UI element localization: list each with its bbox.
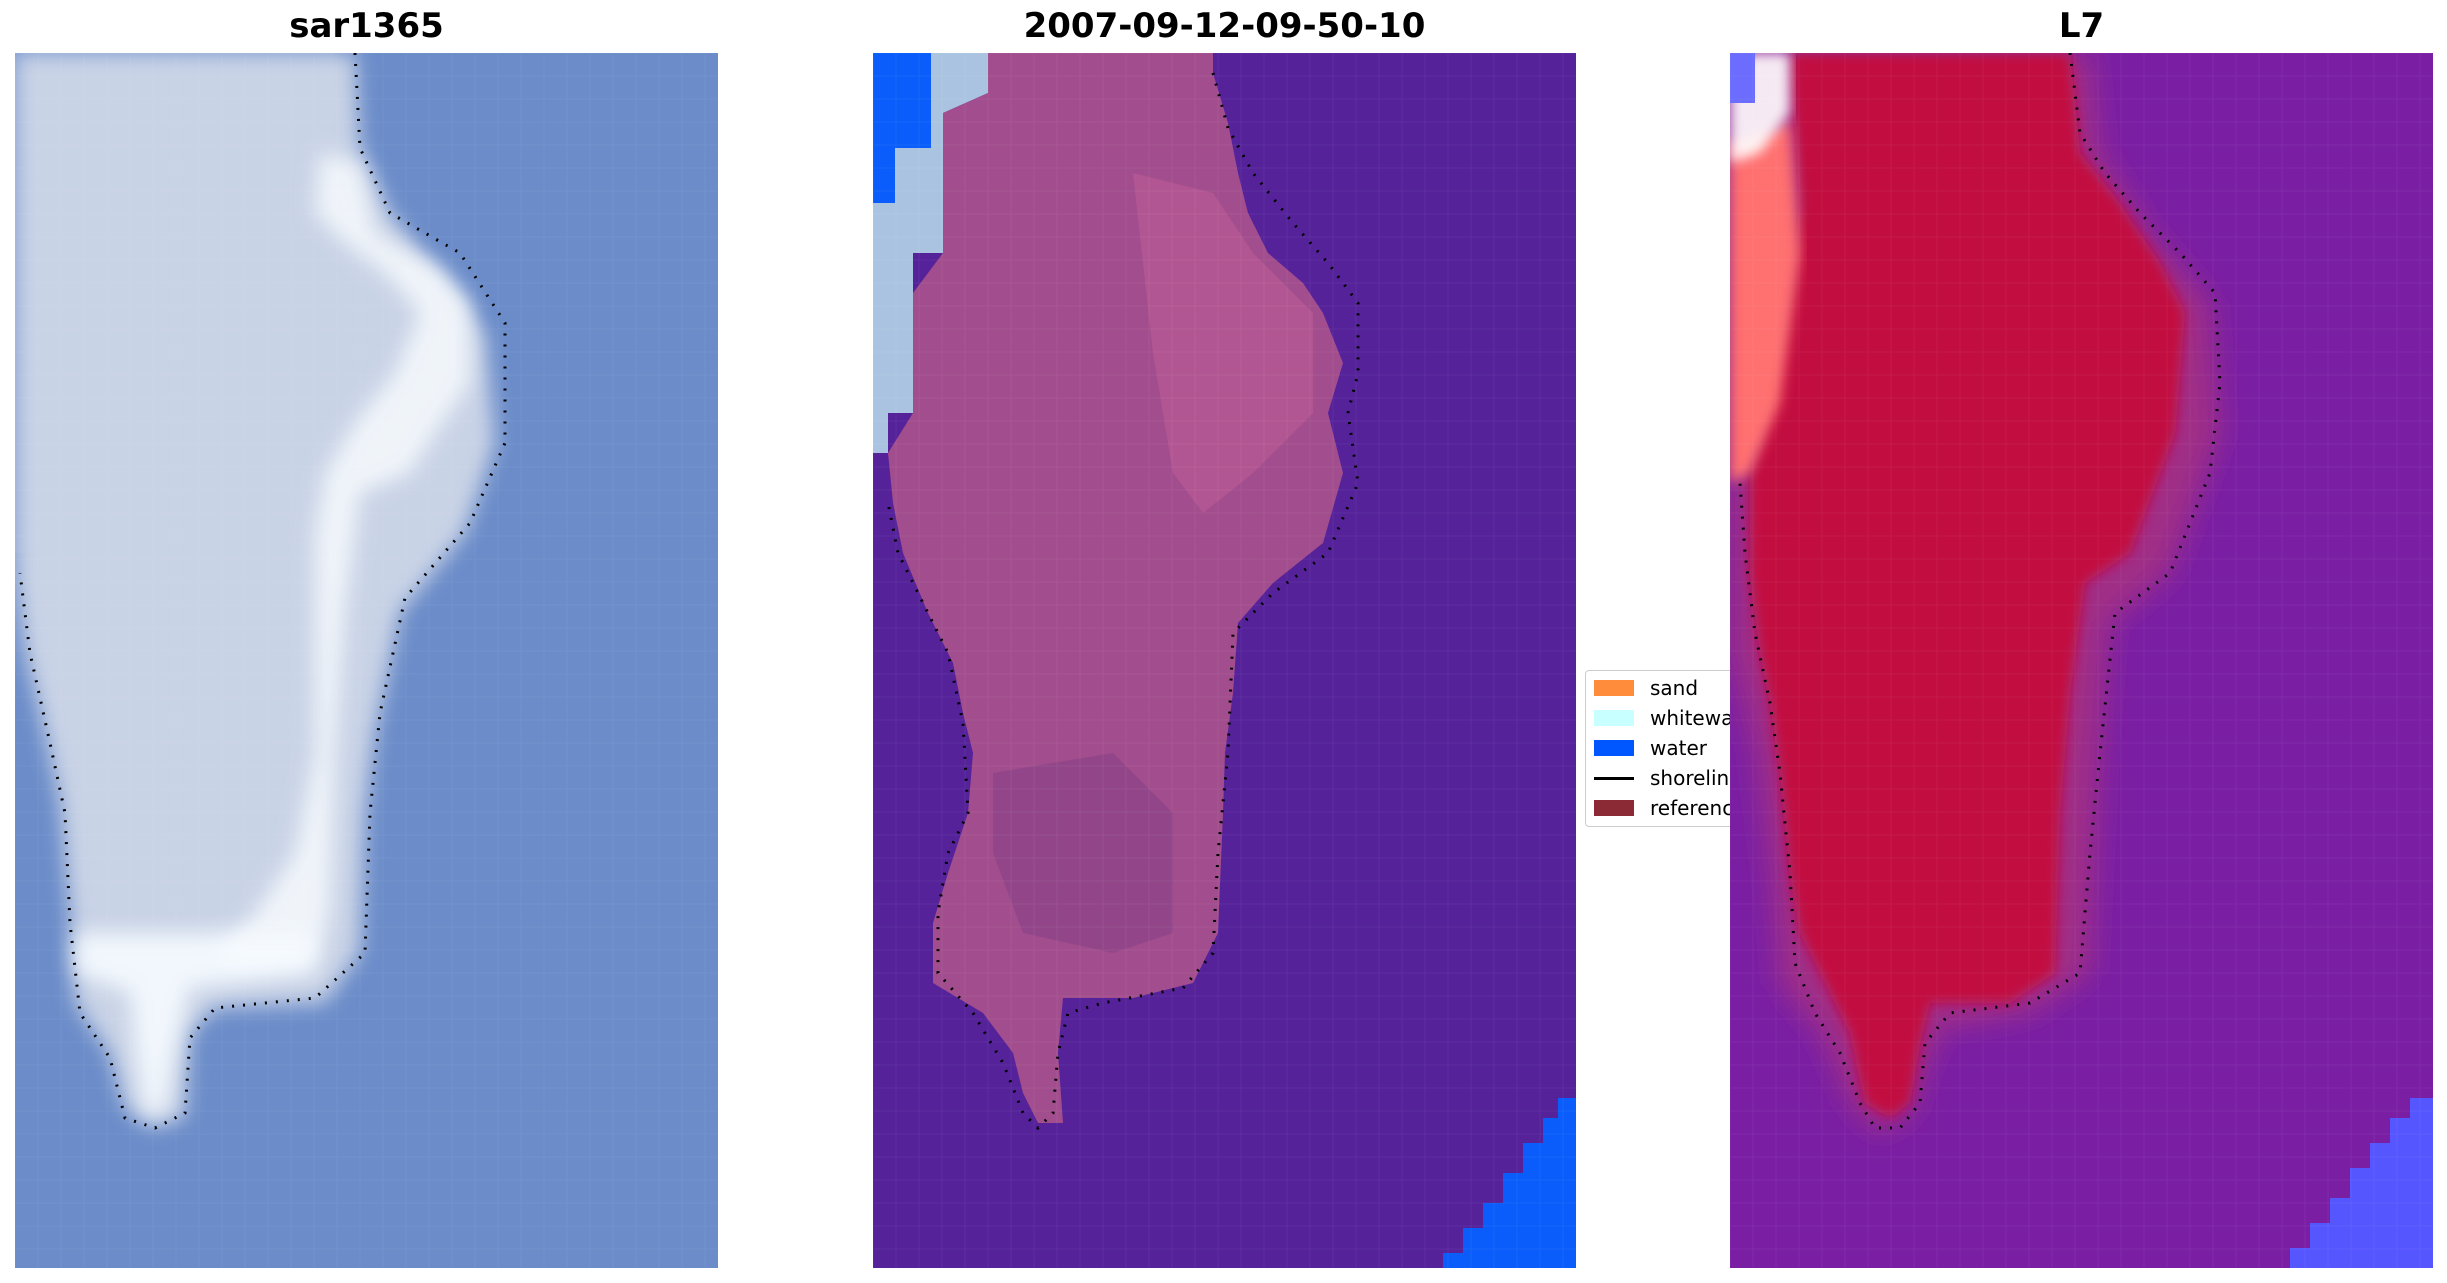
legend-item-reference: reference [1594, 795, 1745, 821]
panel-title-classification: 2007-09-12-09-50-10 [1023, 6, 1426, 46]
legend-label-reference: reference [1650, 796, 1745, 820]
legend-item-sand: sand [1594, 675, 1698, 701]
legend-swatch-sand [1594, 680, 1634, 696]
legend-swatch-reference [1594, 800, 1634, 816]
legend-swatch-whitewater [1594, 710, 1634, 726]
legend-swatch-water [1594, 740, 1634, 756]
legend-item-whitewater: whitewater [1594, 705, 1744, 731]
legend-item-shoreline: shoreline [1594, 765, 1742, 791]
panel-title-rgb: sar1365 [289, 6, 444, 46]
shoreline-dots [18, 53, 507, 1130]
legend-label-whitewater: whitewater [1650, 706, 1744, 730]
legend-swatch-shoreline [1594, 776, 1634, 780]
legend: sand whitewater water shoreline referenc… [1585, 670, 1745, 827]
rgb-image-panel [15, 53, 718, 1268]
classification-panel [873, 53, 1576, 1268]
legend-item-water: water [1594, 735, 1707, 761]
legend-label-sand: sand [1650, 676, 1699, 700]
index-image-panel [1730, 53, 2433, 1268]
legend-label-water: water [1650, 736, 1707, 760]
panel-title-index: L7 [2058, 6, 2105, 46]
legend-label-shoreline: shoreline [1650, 766, 1742, 790]
